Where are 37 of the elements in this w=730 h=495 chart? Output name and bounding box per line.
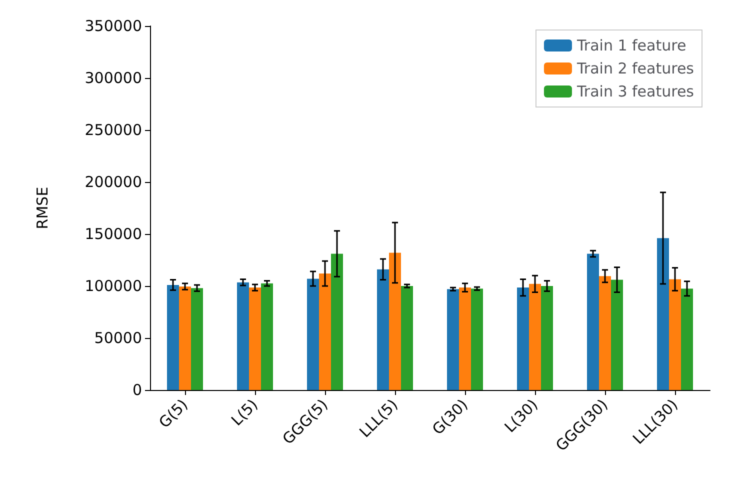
legend-label: Train 1 feature [576, 36, 686, 54]
bar [167, 284, 179, 390]
bar [517, 288, 529, 390]
bar [459, 288, 471, 390]
y-tick-label: 0 [132, 381, 142, 399]
y-axis-title: RMSE [34, 186, 52, 230]
bar [319, 274, 331, 390]
legend-label: Train 2 features [576, 60, 694, 78]
y-tick-label: 300000 [84, 69, 142, 87]
y-tick-label: 150000 [84, 225, 142, 243]
bar [331, 254, 343, 390]
bar [669, 279, 681, 390]
bar [611, 280, 623, 390]
bar [401, 286, 413, 390]
bar [471, 288, 483, 390]
bar [249, 288, 261, 390]
bar [389, 252, 401, 390]
bar [237, 282, 249, 390]
bar [179, 286, 191, 390]
bar [529, 284, 541, 390]
bar [657, 238, 669, 390]
x-tick-label: L(5) [228, 396, 262, 430]
y-tick-label: 250000 [84, 121, 142, 139]
bar [191, 288, 203, 390]
bar [377, 269, 389, 390]
bar [447, 289, 459, 390]
bar [599, 276, 611, 390]
legend-label: Train 3 features [576, 82, 694, 100]
y-tick-label: 50000 [94, 329, 142, 347]
bar [541, 286, 553, 390]
y-tick-label: 350000 [84, 17, 142, 35]
bar [681, 288, 693, 390]
y-tick-label: 200000 [84, 173, 142, 191]
bar [307, 278, 319, 390]
bar [587, 254, 599, 390]
y-tick-label: 100000 [84, 277, 142, 295]
bar [261, 283, 273, 390]
